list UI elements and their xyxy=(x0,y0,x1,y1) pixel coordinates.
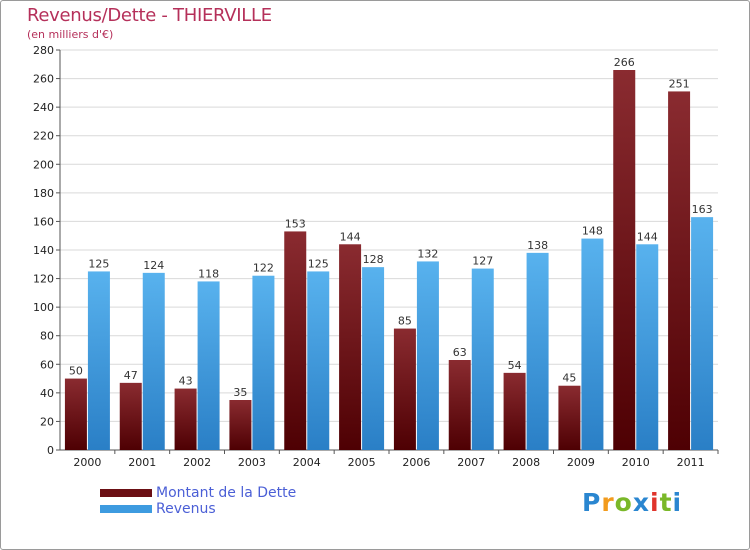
legend-swatch-dette xyxy=(100,489,152,497)
x-tick-label-2011: 2011 xyxy=(677,456,705,469)
x-tick-label-2002: 2002 xyxy=(183,456,211,469)
y-tick-label-260: 260 xyxy=(33,73,54,86)
data-label-revenus-2001: 124 xyxy=(143,259,164,272)
logo-letter-0: P xyxy=(582,488,602,517)
data-label-revenus-2004: 125 xyxy=(308,257,329,270)
y-tick-label-160: 160 xyxy=(33,215,54,228)
y-tick-label-120: 120 xyxy=(33,273,54,286)
chart-title: Revenus/Dette - THIERVILLE xyxy=(27,5,272,26)
data-label-dette-2011: 251 xyxy=(669,77,690,90)
data-label-dette-2008: 54 xyxy=(508,359,522,372)
y-tick-label-60: 60 xyxy=(40,358,54,371)
x-tick-label-2004: 2004 xyxy=(293,456,321,469)
bar-dette-2002 xyxy=(174,388,197,450)
data-label-revenus-2010: 144 xyxy=(637,230,658,243)
legend-label-revenus: Revenus xyxy=(156,501,216,517)
y-tick-label-240: 240 xyxy=(33,101,54,114)
bar-dette-2008 xyxy=(503,372,526,450)
y-tick-label-180: 180 xyxy=(33,187,54,200)
data-label-dette-2002: 43 xyxy=(179,375,193,388)
y-tick-label-220: 220 xyxy=(33,130,54,143)
data-label-dette-2009: 45 xyxy=(562,372,576,385)
bar-revenus-2005 xyxy=(362,267,385,450)
logo-letter-1: r xyxy=(601,488,615,517)
data-label-dette-2007: 63 xyxy=(453,346,467,359)
data-label-revenus-2009: 148 xyxy=(582,225,603,238)
data-label-dette-2006: 85 xyxy=(398,315,412,328)
bar-revenus-2003 xyxy=(252,275,275,450)
data-label-dette-2004: 153 xyxy=(285,217,306,230)
bar-dette-2009 xyxy=(558,385,581,450)
x-tick-label-2001: 2001 xyxy=(128,456,156,469)
bar-revenus-2001 xyxy=(142,272,165,450)
logo-letter-6: i xyxy=(672,488,683,517)
data-label-revenus-2007: 127 xyxy=(472,255,493,268)
legend-label-dette: Montant de la Dette xyxy=(156,485,297,501)
data-label-revenus-2006: 132 xyxy=(417,247,438,260)
bar-dette-2011 xyxy=(668,91,691,450)
bar-dette-2005 xyxy=(339,244,362,450)
data-label-revenus-2002: 118 xyxy=(198,267,219,280)
data-label-dette-2010: 266 xyxy=(614,56,635,69)
x-tick-label-2005: 2005 xyxy=(348,456,376,469)
bar-revenus-2004 xyxy=(307,271,330,450)
y-tick-label-140: 140 xyxy=(33,244,54,257)
bar-dette-2004 xyxy=(284,231,307,450)
bar-dette-2001 xyxy=(119,382,142,450)
x-tick-label-2003: 2003 xyxy=(238,456,266,469)
y-tick-label-0: 0 xyxy=(47,444,54,457)
bar-dette-2006 xyxy=(393,328,416,450)
bar-revenus-2010 xyxy=(636,244,659,450)
bar-revenus-2006 xyxy=(416,261,439,450)
bar-dette-2007 xyxy=(448,360,471,450)
data-label-revenus-2005: 128 xyxy=(363,253,384,266)
y-tick-label-20: 20 xyxy=(40,415,54,428)
bar-dette-2003 xyxy=(229,400,252,450)
data-label-revenus-2011: 163 xyxy=(692,203,713,216)
data-label-revenus-2008: 138 xyxy=(527,239,548,252)
bar-revenus-2011 xyxy=(691,217,714,450)
data-label-revenus-2000: 125 xyxy=(88,257,109,270)
data-label-dette-2005: 144 xyxy=(340,230,361,243)
y-tick-label-280: 280 xyxy=(33,44,54,57)
y-tick-label-100: 100 xyxy=(33,301,54,314)
proxiti-logo: Proxiti xyxy=(582,488,682,517)
logo-letter-4: i xyxy=(650,488,660,517)
bar-revenus-2008 xyxy=(526,252,549,450)
y-tick-label-200: 200 xyxy=(33,158,54,171)
y-tick-label-40: 40 xyxy=(40,387,54,400)
logo-letter-3: x xyxy=(632,488,650,517)
logo-letter-2: o xyxy=(614,488,633,517)
x-tick-label-2007: 2007 xyxy=(457,456,485,469)
data-label-dette-2000: 50 xyxy=(69,365,83,378)
data-label-dette-2003: 35 xyxy=(233,386,247,399)
logo-letter-5: t xyxy=(659,488,673,517)
bar-revenus-2002 xyxy=(197,281,220,450)
data-label-revenus-2003: 122 xyxy=(253,262,274,275)
data-label-dette-2001: 47 xyxy=(124,369,138,382)
x-tick-label-2010: 2010 xyxy=(622,456,650,469)
bar-revenus-2000 xyxy=(87,271,110,450)
bar-dette-2000 xyxy=(64,378,87,450)
bar-revenus-2009 xyxy=(581,238,604,450)
x-tick-label-2008: 2008 xyxy=(512,456,540,469)
y-tick-label-80: 80 xyxy=(40,330,54,343)
x-tick-label-2006: 2006 xyxy=(402,456,430,469)
bar-dette-2010 xyxy=(613,70,636,450)
bar-revenus-2007 xyxy=(471,268,494,450)
x-tick-label-2000: 2000 xyxy=(73,456,101,469)
legend-swatch-revenus xyxy=(100,505,152,513)
chart-subtitle: (en milliers d'€) xyxy=(27,28,114,41)
x-tick-label-2009: 2009 xyxy=(567,456,595,469)
